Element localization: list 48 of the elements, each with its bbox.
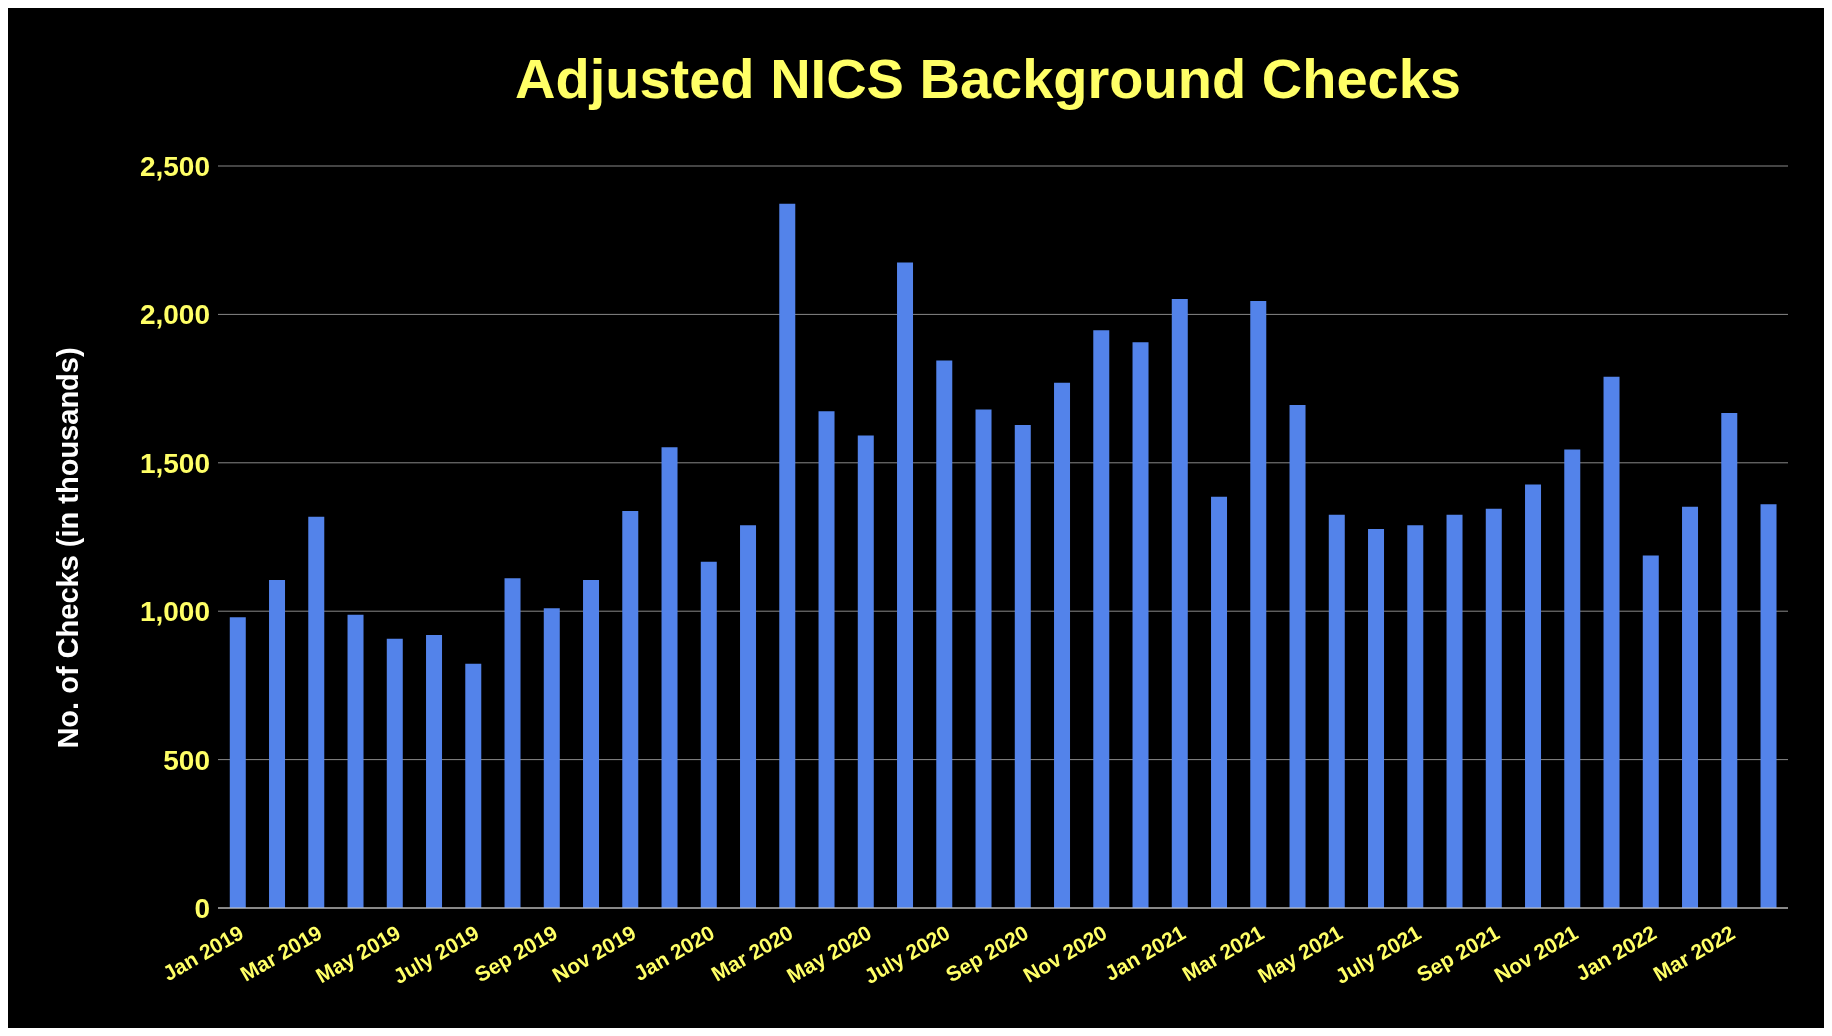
bar [465,663,482,908]
bar [269,580,286,908]
y-axis-title: No. of Checks (in thousands) [51,347,85,749]
bar [661,447,678,908]
y-tick-label: 1,500 [139,447,210,479]
bar [1014,425,1031,908]
bar [583,580,600,908]
bar [818,411,835,908]
bar [308,516,325,908]
bar [700,561,717,908]
bar [1132,342,1149,908]
bar [1682,506,1699,908]
bar [504,578,521,908]
bar [1603,376,1620,908]
bar [1171,298,1188,908]
y-tick-label: 1,000 [139,596,210,628]
bar [1760,504,1777,908]
bar [386,638,403,908]
bar [1328,514,1345,908]
bar [857,435,874,908]
y-tick-label: 2,500 [139,150,210,182]
bar [779,203,796,908]
bar [1564,449,1581,908]
bar [1721,412,1738,908]
bar [1093,330,1110,908]
bar [975,409,992,908]
bar [1054,382,1071,908]
bar [897,262,914,908]
bar [1250,301,1267,908]
bar [936,360,953,908]
y-tick-label: 500 [163,744,210,776]
bar [229,617,246,908]
chart-title: Adjusted NICS Background Checks [514,46,1462,111]
bar [426,634,443,908]
bar [1642,555,1659,908]
bar [1407,525,1424,908]
bar [347,614,364,908]
y-tick-label: 2,000 [139,299,210,331]
bar [1446,514,1463,908]
bar [1211,496,1228,908]
bar [1485,508,1502,908]
bar [543,608,560,908]
y-tick-label: 0 [194,892,210,924]
bar [1368,528,1385,908]
bar [1289,404,1306,908]
bar [740,525,757,908]
bar [1525,484,1542,908]
bar [622,510,639,908]
